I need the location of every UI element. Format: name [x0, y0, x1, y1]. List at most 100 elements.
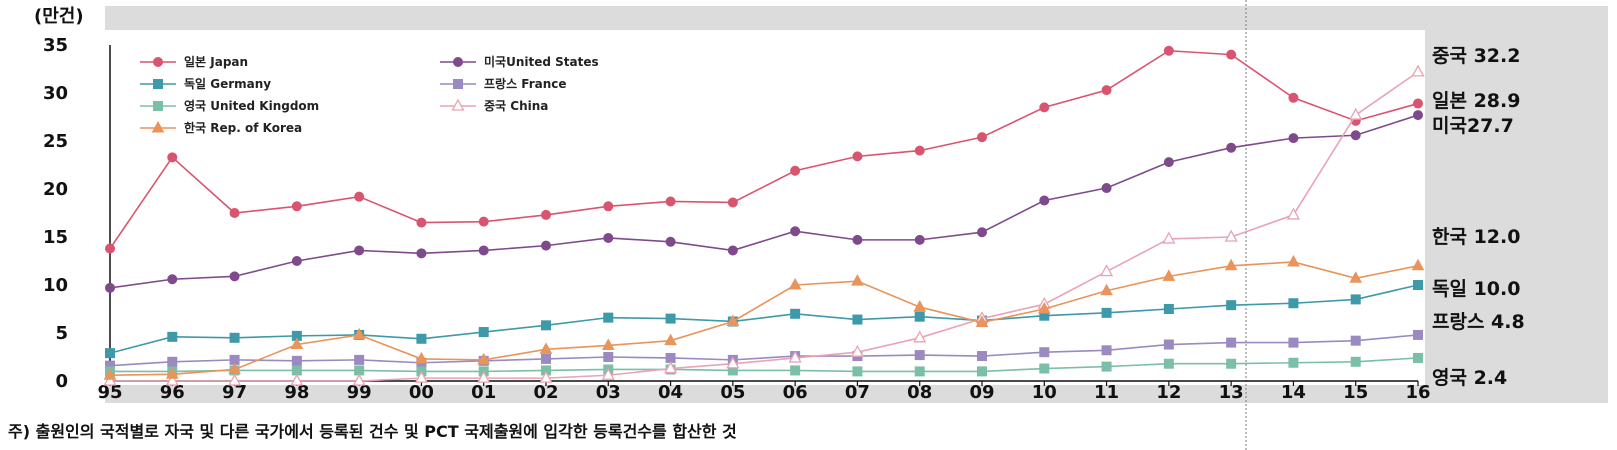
legend-label: 중국 China: [484, 99, 548, 113]
data-point: [541, 320, 551, 331]
data-point: [1226, 337, 1237, 348]
legend-label: 프랑스 France: [484, 77, 567, 91]
series-0: [105, 45, 1423, 254]
data-point: [105, 282, 115, 293]
data-point: [1288, 357, 1299, 368]
y-tick-label: 20: [43, 179, 68, 200]
data-point: [788, 350, 802, 363]
data-point: [1039, 347, 1050, 358]
data-point: [291, 201, 302, 212]
y-tick-label: 25: [43, 131, 68, 152]
data-point: [1413, 110, 1423, 121]
data-point: [1350, 335, 1361, 346]
data-point: [665, 196, 676, 207]
data-point: [1349, 271, 1363, 283]
data-point: [1411, 258, 1425, 271]
data-point: [352, 373, 366, 386]
data-point: [603, 312, 614, 323]
data-point: [1288, 337, 1299, 348]
data-point: [1162, 231, 1176, 244]
series-line: [109, 334, 1419, 367]
data-point: [977, 366, 987, 377]
data-point: [603, 352, 614, 362]
y-unit-label: (만건): [34, 6, 84, 27]
data-point: [851, 274, 864, 286]
legend-item: 프랑스 France: [440, 77, 567, 91]
x-tick-label: 99: [347, 382, 372, 403]
data-point: [1101, 85, 1112, 96]
end-value-label: 중국 32.2: [1432, 45, 1520, 67]
x-tick-label: 11: [1094, 382, 1119, 403]
data-point: [914, 311, 925, 322]
data-point: [1288, 298, 1299, 309]
x-tick-label: 96: [160, 382, 185, 403]
data-point: [416, 248, 427, 259]
data-point: [790, 165, 801, 176]
data-point: [541, 209, 551, 220]
data-point: [1037, 301, 1051, 314]
data-point: [167, 274, 178, 285]
data-point: [665, 236, 676, 247]
data-point: [1039, 102, 1050, 113]
data-point: [1100, 283, 1113, 296]
data-point: [663, 361, 678, 374]
legend-marker: [153, 79, 163, 89]
x-tick-label: 08: [907, 382, 932, 403]
data-point: [603, 232, 614, 243]
legend-marker: [151, 120, 165, 133]
data-point: [914, 350, 925, 361]
data-point: [914, 234, 925, 245]
data-point: [477, 370, 491, 383]
data-point: [1226, 358, 1237, 369]
data-point: [291, 365, 302, 376]
data-point: [228, 362, 241, 374]
data-point: [852, 314, 863, 325]
data-point: [477, 352, 491, 365]
data-point: [354, 365, 365, 376]
data-point: [227, 373, 242, 386]
end-value-label: 일본 28.9: [1432, 90, 1520, 112]
data-point: [1413, 329, 1423, 340]
data-point: [105, 243, 115, 254]
x-tick-label: 02: [533, 382, 558, 403]
data-point: [1101, 345, 1112, 356]
data-point: [478, 327, 489, 338]
end-value-label: 독일 10.0: [1432, 278, 1520, 300]
data-point: [291, 256, 302, 266]
data-point: [1226, 49, 1237, 60]
x-tick-label: 97: [222, 382, 247, 403]
data-point: [539, 370, 553, 383]
legend-item: 일본 Japan: [140, 55, 248, 69]
data-point: [1413, 352, 1423, 363]
data-point: [290, 373, 304, 386]
data-point: [790, 308, 801, 319]
end-value-label: 미국27.7: [1432, 115, 1514, 137]
data-point: [1413, 280, 1423, 290]
data-point: [167, 331, 178, 342]
data-point: [1350, 130, 1361, 141]
legend-item: 영국 United Kingdom: [140, 98, 319, 113]
data-point: [852, 151, 863, 162]
data-point: [478, 216, 489, 227]
data-point: [1288, 133, 1299, 144]
data-point: [103, 368, 117, 380]
data-point: [167, 152, 178, 163]
y-tick-label: 0: [55, 371, 68, 392]
data-point: [1411, 64, 1425, 77]
data-point: [1039, 363, 1050, 374]
x-tick-label: 10: [1032, 382, 1057, 403]
end-value-label: 프랑스 4.8: [1432, 311, 1525, 333]
series-line: [110, 71, 1419, 382]
data-point: [1162, 269, 1176, 281]
y-tick-label: 30: [43, 83, 68, 104]
x-tick-label: 13: [1219, 382, 1244, 403]
data-point: [1224, 229, 1238, 242]
data-point: [229, 271, 240, 282]
data-point: [977, 351, 987, 362]
series-line: [109, 49, 1419, 249]
end-labels: 중국 32.2 일본 28.9 미국27.7 한국 12.0 독일 10.0 프랑스 4.…: [1432, 45, 1525, 389]
data-point: [167, 356, 178, 367]
x-tick-label: 00: [409, 382, 434, 403]
data-point: [1349, 107, 1363, 120]
data-point: [977, 227, 987, 238]
